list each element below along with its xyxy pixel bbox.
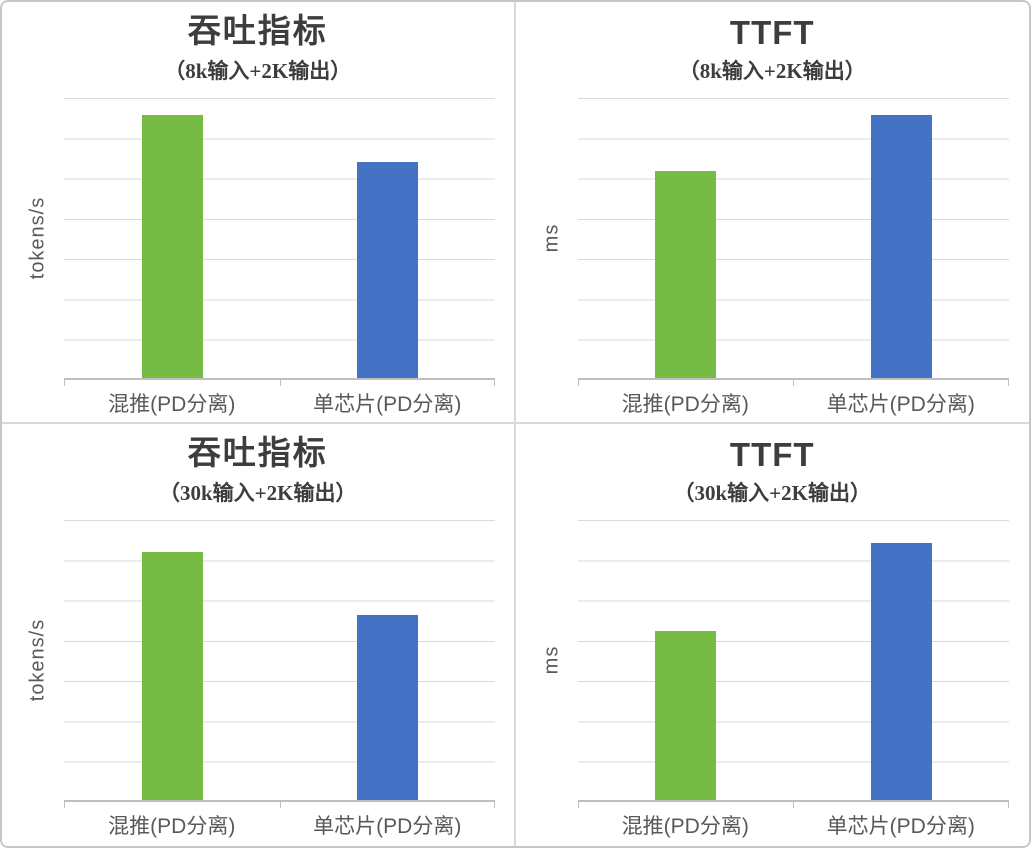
chart-title: 吞吐指标 bbox=[187, 436, 328, 472]
chart-subtitle: （8k输入+2K输出） bbox=[678, 58, 866, 83]
axis-tick bbox=[279, 378, 281, 386]
category-label-single-chip: 单芯片(PD分离) bbox=[313, 393, 462, 416]
plot-area: ms 混推(PD分离) 单芯片(PD分离) bbox=[540, 98, 1009, 416]
chart-title: TTFT bbox=[729, 14, 815, 51]
y-axis-label: tokens/s bbox=[26, 196, 49, 280]
plot-area: tokens/s 混推(PD分离) 单芯片(PD分离) bbox=[27, 520, 495, 838]
y-axis-label: tokens/s bbox=[26, 618, 49, 702]
axis-tick bbox=[64, 800, 65, 808]
bar-mixed-inference bbox=[141, 114, 203, 378]
axis-tick bbox=[494, 378, 495, 386]
category-label-single-chip: 单芯片(PD分离) bbox=[826, 393, 975, 416]
axis-tick bbox=[793, 378, 794, 386]
chart-panel-ttft-30k: TTFT （30k输入+2K输出） ms 混推(PD分离) 单芯片(PD分离) bbox=[515, 424, 1029, 846]
y-axis-label: ms bbox=[540, 645, 562, 675]
category-label-mixed-inference: 混推(PD分离) bbox=[621, 815, 749, 838]
axis-tick bbox=[279, 800, 281, 808]
chart-subtitle: （30k输入+2K输出） bbox=[159, 480, 357, 505]
chart-title: TTFT bbox=[729, 436, 815, 473]
chart-panel-ttft-8k: TTFT （8k输入+2K输出） ms 混推(PD分离) 单芯片(PD分离) bbox=[515, 2, 1029, 424]
axis-tick bbox=[577, 800, 579, 808]
plot-area: tokens/s 混推(PD分离) 单芯片(PD分离) bbox=[27, 98, 495, 416]
chart-panel-throughput-30k: 吞吐指标 （30k输入+2K输出） tokens/s 混推(PD分离) 单芯片(… bbox=[2, 424, 516, 846]
bar-mixed-inference bbox=[655, 170, 717, 378]
category-label-mixed-inference: 混推(PD分离) bbox=[621, 393, 749, 416]
chart-panel-throughput-8k: 吞吐指标 （8k输入+2K输出） tokens/s 混推(PD分离) 单芯片(P… bbox=[2, 2, 516, 424]
axis-tick bbox=[64, 378, 65, 386]
bar-single-chip bbox=[870, 542, 932, 800]
bar-mixed-inference bbox=[655, 631, 717, 800]
category-label-single-chip: 单芯片(PD分离) bbox=[313, 815, 462, 838]
axis-tick bbox=[494, 800, 495, 808]
category-label-single-chip: 单芯片(PD分离) bbox=[826, 815, 975, 838]
plot-area: ms 混推(PD分离) 单芯片(PD分离) bbox=[540, 520, 1009, 838]
bar-single-chip bbox=[357, 615, 419, 800]
chart-subtitle: （30k输入+2K输出） bbox=[673, 480, 871, 505]
category-label-mixed-inference: 混推(PD分离) bbox=[108, 815, 236, 838]
bar-single-chip bbox=[870, 114, 932, 378]
bar-mixed-inference bbox=[141, 551, 203, 800]
axis-tick bbox=[793, 800, 794, 808]
y-axis-label: ms bbox=[540, 223, 562, 253]
category-label-mixed-inference: 混推(PD分离) bbox=[108, 393, 236, 416]
bar-single-chip bbox=[357, 161, 419, 378]
chart-subtitle: （8k输入+2K输出） bbox=[164, 58, 352, 83]
axis-tick bbox=[1007, 378, 1009, 386]
axis-tick bbox=[1007, 800, 1009, 808]
chart-title: 吞吐指标 bbox=[187, 14, 328, 50]
axis-tick bbox=[577, 378, 579, 386]
